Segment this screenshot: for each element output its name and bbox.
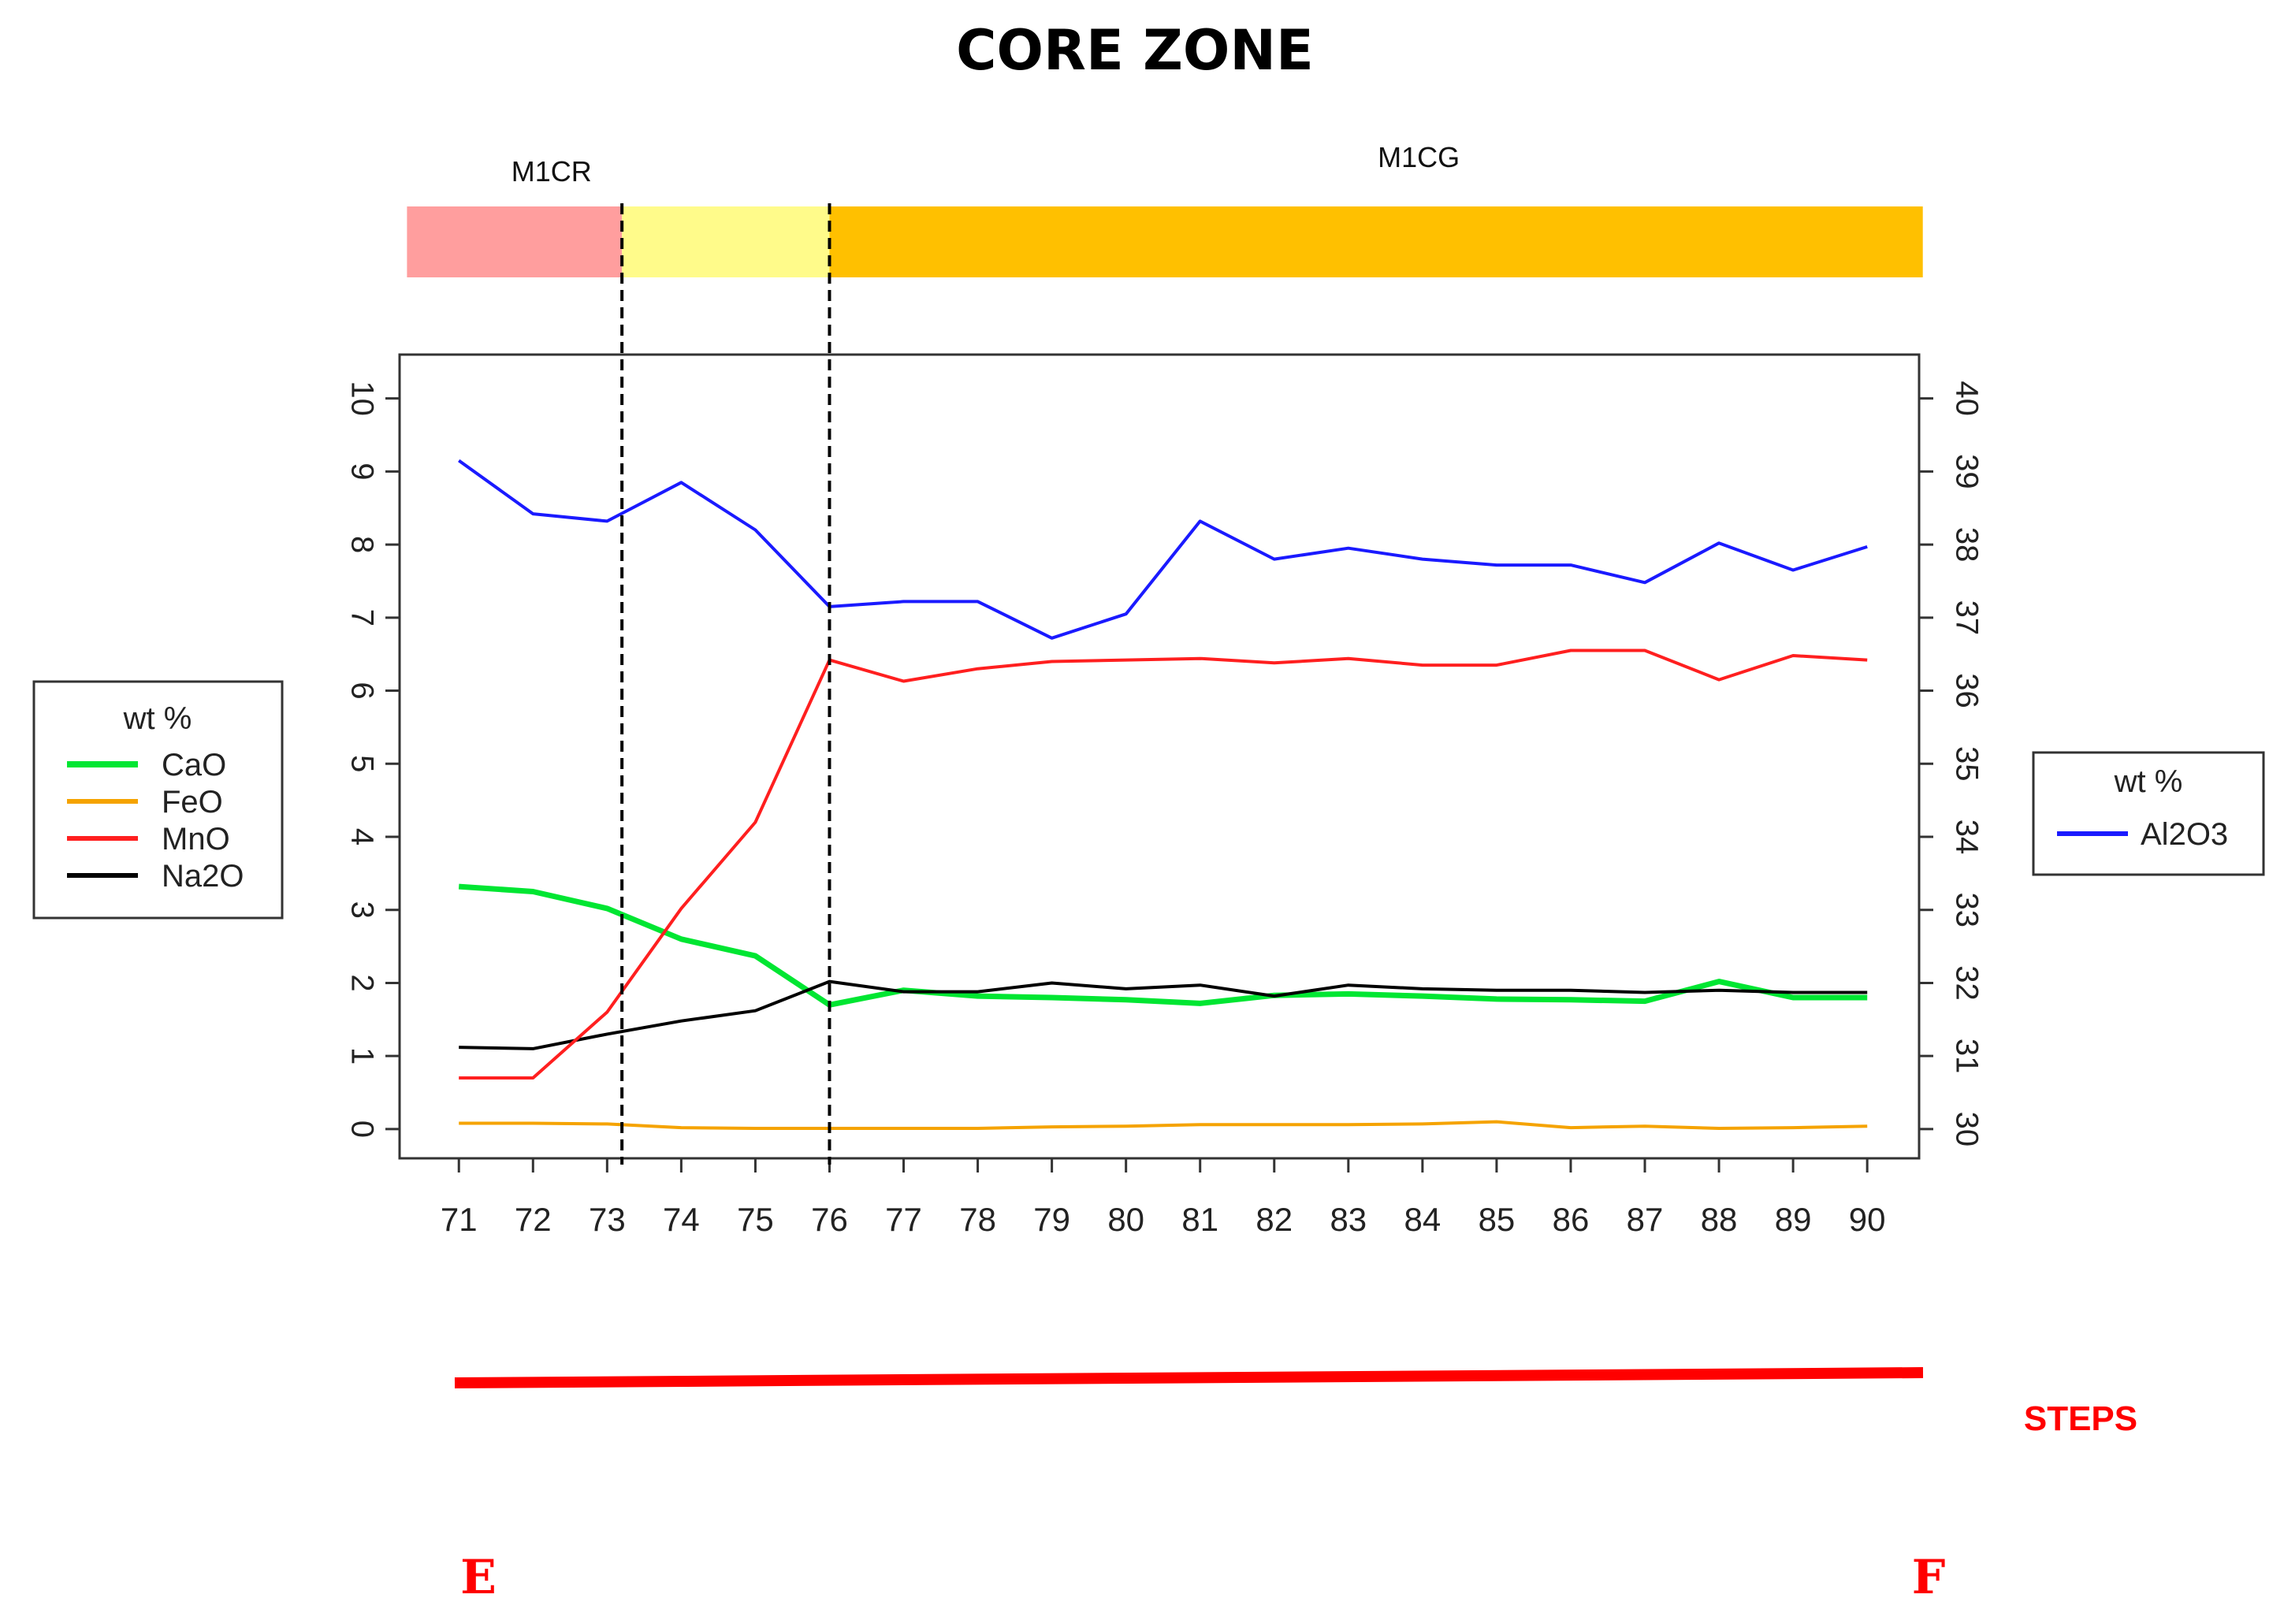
y-left-tick-label-2: 2 [344, 974, 379, 991]
x-tick-label-72: 72 [515, 1201, 552, 1238]
y-right-tick-label-31: 31 [1949, 1039, 1984, 1074]
steps-line [454, 1367, 1924, 1388]
x-tick-label-85: 85 [1479, 1201, 1516, 1238]
x-tick-label-86: 86 [1553, 1201, 1590, 1238]
legend-left-title: wt % [123, 701, 192, 736]
y-right-tick-label-40: 40 [1949, 381, 1984, 416]
axes: 71 72 73 74 75 76 77 78 79 80 81 82 83 84 85 86 87 88 89 90… [344, 381, 1984, 1238]
y-left-tick-label-1: 1 [344, 1047, 379, 1065]
x-tick-label-83: 83 [1330, 1201, 1367, 1238]
y-left-tick-label-4: 4 [344, 828, 379, 845]
legend-right-label-al2o3: Al2O3 [2141, 817, 2228, 852]
y-left-tick-label-5: 5 [344, 755, 379, 772]
x-tick-label-76: 76 [811, 1201, 848, 1238]
y-right-tick-label-32: 32 [1949, 965, 1984, 1001]
y-left-tick-label-10: 10 [344, 381, 379, 416]
zone-band-3 [829, 206, 1923, 277]
legend-right-box [2032, 751, 2265, 876]
steps-indicator: STEPS E F [454, 1367, 2137, 1605]
x-tick-label-73: 73 [589, 1201, 626, 1238]
y-left-tick-label-3: 3 [344, 901, 379, 919]
x-tick-label-77: 77 [885, 1201, 922, 1238]
y-left-tick-label-0: 0 [344, 1120, 379, 1138]
y-left-tick-label-6: 6 [344, 682, 379, 699]
plot-frame [398, 353, 1921, 1160]
chart-title: CORE ZONE [956, 18, 1314, 83]
zone-bar: M1CR M1CG [407, 141, 1923, 277]
legend-left-label-na2o: Na2O [162, 859, 244, 894]
zone-band-2 [622, 206, 830, 277]
y-right-tick-label-37: 37 [1949, 600, 1984, 636]
series-line-feo [459, 1120, 1868, 1130]
legend-left-label-mno: MnO [162, 822, 230, 857]
x-tick-label-88: 88 [1701, 1201, 1738, 1238]
x-tick-label-80: 80 [1107, 1201, 1144, 1238]
legend-left-label-cao: CaO [162, 748, 226, 782]
y-left-tick-label-9: 9 [344, 463, 379, 480]
series-line-cao [458, 883, 1868, 1008]
legend-right-title: wt % [2114, 764, 2183, 799]
x-tick-label-84: 84 [1404, 1201, 1441, 1238]
legend-left-label-feo: FeO [162, 785, 223, 819]
series-line-al2o3 [458, 459, 1868, 640]
y-right-tick-label-35: 35 [1949, 746, 1984, 782]
x-tick-label-79: 79 [1033, 1201, 1070, 1238]
y-left-tick-label-8: 8 [344, 536, 379, 553]
y-right-tick-label-33: 33 [1949, 892, 1984, 927]
x-tick-label-75: 75 [737, 1201, 774, 1238]
zone-label-m1cg: M1CG [1378, 141, 1460, 173]
y-right-tick-label-39: 39 [1949, 454, 1984, 489]
zone-boundaries [620, 203, 831, 1165]
series-line-na2o [459, 979, 1868, 1050]
x-tick-label-82: 82 [1255, 1201, 1293, 1238]
legend-right: wt % Al2O3 [2032, 751, 2265, 876]
zone-label-m1cr: M1CR [511, 155, 592, 188]
steps-end-letter: F [1912, 1550, 1946, 1605]
x-tick-label-90: 90 [1849, 1201, 1886, 1238]
zone-band-1 [407, 206, 623, 277]
y-left-tick-label-7: 7 [344, 609, 379, 626]
y-right-tick-label-30: 30 [1949, 1112, 1984, 1147]
x-tick-label-74: 74 [663, 1201, 700, 1238]
x-tick-label-89: 89 [1775, 1201, 1812, 1238]
steps-start-letter: E [460, 1550, 497, 1605]
x-tick-label-71: 71 [441, 1201, 478, 1238]
y-right-tick-label-36: 36 [1949, 673, 1984, 708]
x-tick-label-87: 87 [1627, 1201, 1664, 1238]
series-line-mno [459, 648, 1868, 1080]
y-right-tick-label-34: 34 [1949, 819, 1984, 855]
series-lines [458, 459, 1868, 1130]
y-right-tick-label-38: 38 [1949, 527, 1984, 563]
steps-label: STEPS [2024, 1399, 2137, 1438]
x-tick-label-78: 78 [959, 1201, 996, 1238]
x-tick-label-81: 81 [1181, 1201, 1218, 1238]
